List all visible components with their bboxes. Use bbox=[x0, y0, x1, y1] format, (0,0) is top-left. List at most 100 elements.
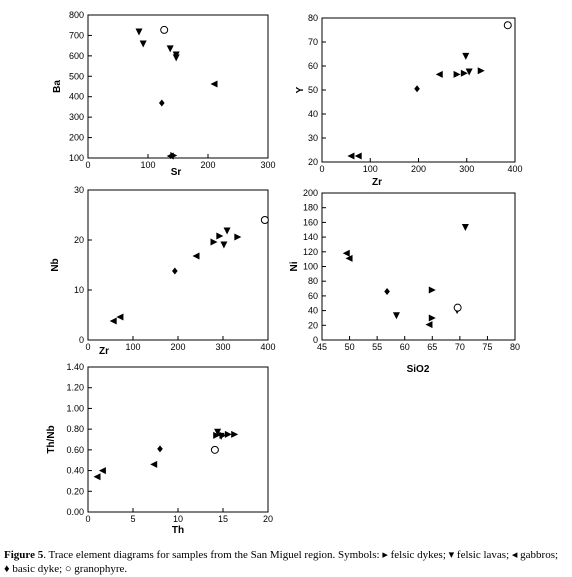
x-tick-label: 65 bbox=[427, 342, 437, 352]
x-tick-label: 100 bbox=[140, 160, 155, 170]
plot-frame bbox=[87, 189, 269, 341]
caption-label: Figure 5 bbox=[4, 549, 44, 561]
y-tick-label: 0 bbox=[313, 335, 318, 345]
y-tick-label: 1.40 bbox=[66, 362, 84, 372]
y-axis-label: Y bbox=[295, 86, 306, 93]
x-tick-label: 0 bbox=[319, 164, 324, 174]
caption: Figure 5. Trace element diagrams for sam… bbox=[4, 548, 566, 576]
y-tick-label: 60 bbox=[308, 291, 318, 301]
x-tick-label: 70 bbox=[455, 342, 465, 352]
point bbox=[223, 227, 231, 235]
point bbox=[425, 321, 433, 329]
y-tick-label: 1.20 bbox=[66, 383, 84, 393]
point bbox=[392, 312, 400, 320]
point bbox=[98, 467, 106, 475]
point bbox=[139, 40, 147, 48]
point bbox=[172, 267, 178, 275]
y-tick-label: 0.00 bbox=[66, 507, 84, 517]
point bbox=[166, 45, 174, 53]
point bbox=[453, 70, 461, 78]
point bbox=[160, 25, 169, 34]
x-tick-label: 400 bbox=[260, 342, 275, 352]
y-tick-label: 60 bbox=[308, 61, 318, 71]
point bbox=[166, 152, 174, 160]
point bbox=[192, 252, 200, 260]
x-tick-label: 10 bbox=[173, 514, 183, 524]
y-axis-label: Ba bbox=[52, 80, 63, 93]
x-tick-label: 100 bbox=[125, 342, 140, 352]
x-tick-label: 200 bbox=[170, 342, 185, 352]
point bbox=[213, 431, 221, 439]
x-tick-label: 0 bbox=[85, 342, 90, 352]
point bbox=[214, 428, 222, 436]
x-axis-label: SiO2 bbox=[407, 364, 430, 375]
y-tick-label: 10 bbox=[74, 285, 84, 295]
y-axis-label: Th/Nb bbox=[46, 425, 57, 453]
point bbox=[216, 232, 224, 240]
y-tick-label: 40 bbox=[308, 109, 318, 119]
point bbox=[503, 21, 512, 30]
point bbox=[231, 430, 239, 438]
x-axis-label: Zr bbox=[372, 177, 382, 188]
y-tick-label: 0 bbox=[79, 335, 84, 345]
point bbox=[157, 445, 163, 453]
y-tick-label: 40 bbox=[308, 306, 318, 316]
point bbox=[260, 216, 269, 224]
x-tick-label: 75 bbox=[482, 342, 492, 352]
point bbox=[347, 152, 355, 160]
y-tick-label: 600 bbox=[69, 51, 84, 61]
point bbox=[220, 241, 228, 249]
y-tick-label: 0.20 bbox=[66, 486, 84, 496]
y-tick-label: 200 bbox=[303, 188, 318, 198]
x-tick-label: 20 bbox=[263, 514, 273, 524]
y-axis-label: Nb bbox=[50, 258, 61, 271]
point bbox=[342, 249, 350, 257]
point bbox=[428, 286, 436, 294]
point bbox=[414, 85, 420, 93]
y-tick-label: 0.40 bbox=[66, 466, 84, 476]
point bbox=[345, 254, 353, 262]
point bbox=[461, 224, 469, 232]
point bbox=[172, 54, 180, 62]
point bbox=[462, 52, 470, 60]
x-tick-label: 100 bbox=[363, 164, 378, 174]
point bbox=[210, 80, 218, 88]
y-tick-label: 120 bbox=[303, 247, 318, 257]
y-tick-label: 300 bbox=[69, 112, 84, 122]
point bbox=[460, 69, 468, 77]
y-tick-label: 20 bbox=[308, 157, 318, 167]
x-tick-label: 300 bbox=[459, 164, 474, 174]
y-tick-label: 100 bbox=[69, 153, 84, 163]
point bbox=[210, 445, 219, 454]
x-axis-label: Th bbox=[172, 525, 184, 536]
y-tick-label: 20 bbox=[308, 320, 318, 330]
caption-text: . Trace element diagrams for samples fro… bbox=[4, 549, 559, 575]
point bbox=[465, 68, 473, 76]
point bbox=[93, 473, 101, 481]
y-tick-label: 700 bbox=[69, 30, 84, 40]
y-tick-label: 0.80 bbox=[66, 424, 84, 434]
x-tick-label: 300 bbox=[215, 342, 230, 352]
y-tick-label: 50 bbox=[308, 85, 318, 95]
y-tick-label: 100 bbox=[303, 262, 318, 272]
x-tick-label: 5 bbox=[130, 514, 135, 524]
x-tick-label: 60 bbox=[400, 342, 410, 352]
y-tick-label: 80 bbox=[308, 13, 318, 23]
point bbox=[210, 238, 218, 246]
plot-frame bbox=[87, 14, 269, 159]
x-tick-label: 200 bbox=[411, 164, 426, 174]
point bbox=[116, 313, 124, 321]
y-tick-label: 160 bbox=[303, 217, 318, 227]
point bbox=[217, 432, 225, 440]
point bbox=[109, 317, 117, 325]
y-tick-label: 200 bbox=[69, 133, 84, 143]
y-axis-label: Ni bbox=[289, 261, 300, 271]
x-tick-label: 0 bbox=[85, 514, 90, 524]
point bbox=[453, 303, 462, 312]
y-tick-label: 30 bbox=[74, 185, 84, 195]
y-tick-label: 140 bbox=[303, 232, 318, 242]
y-tick-label: 30 bbox=[308, 133, 318, 143]
point bbox=[135, 28, 143, 36]
